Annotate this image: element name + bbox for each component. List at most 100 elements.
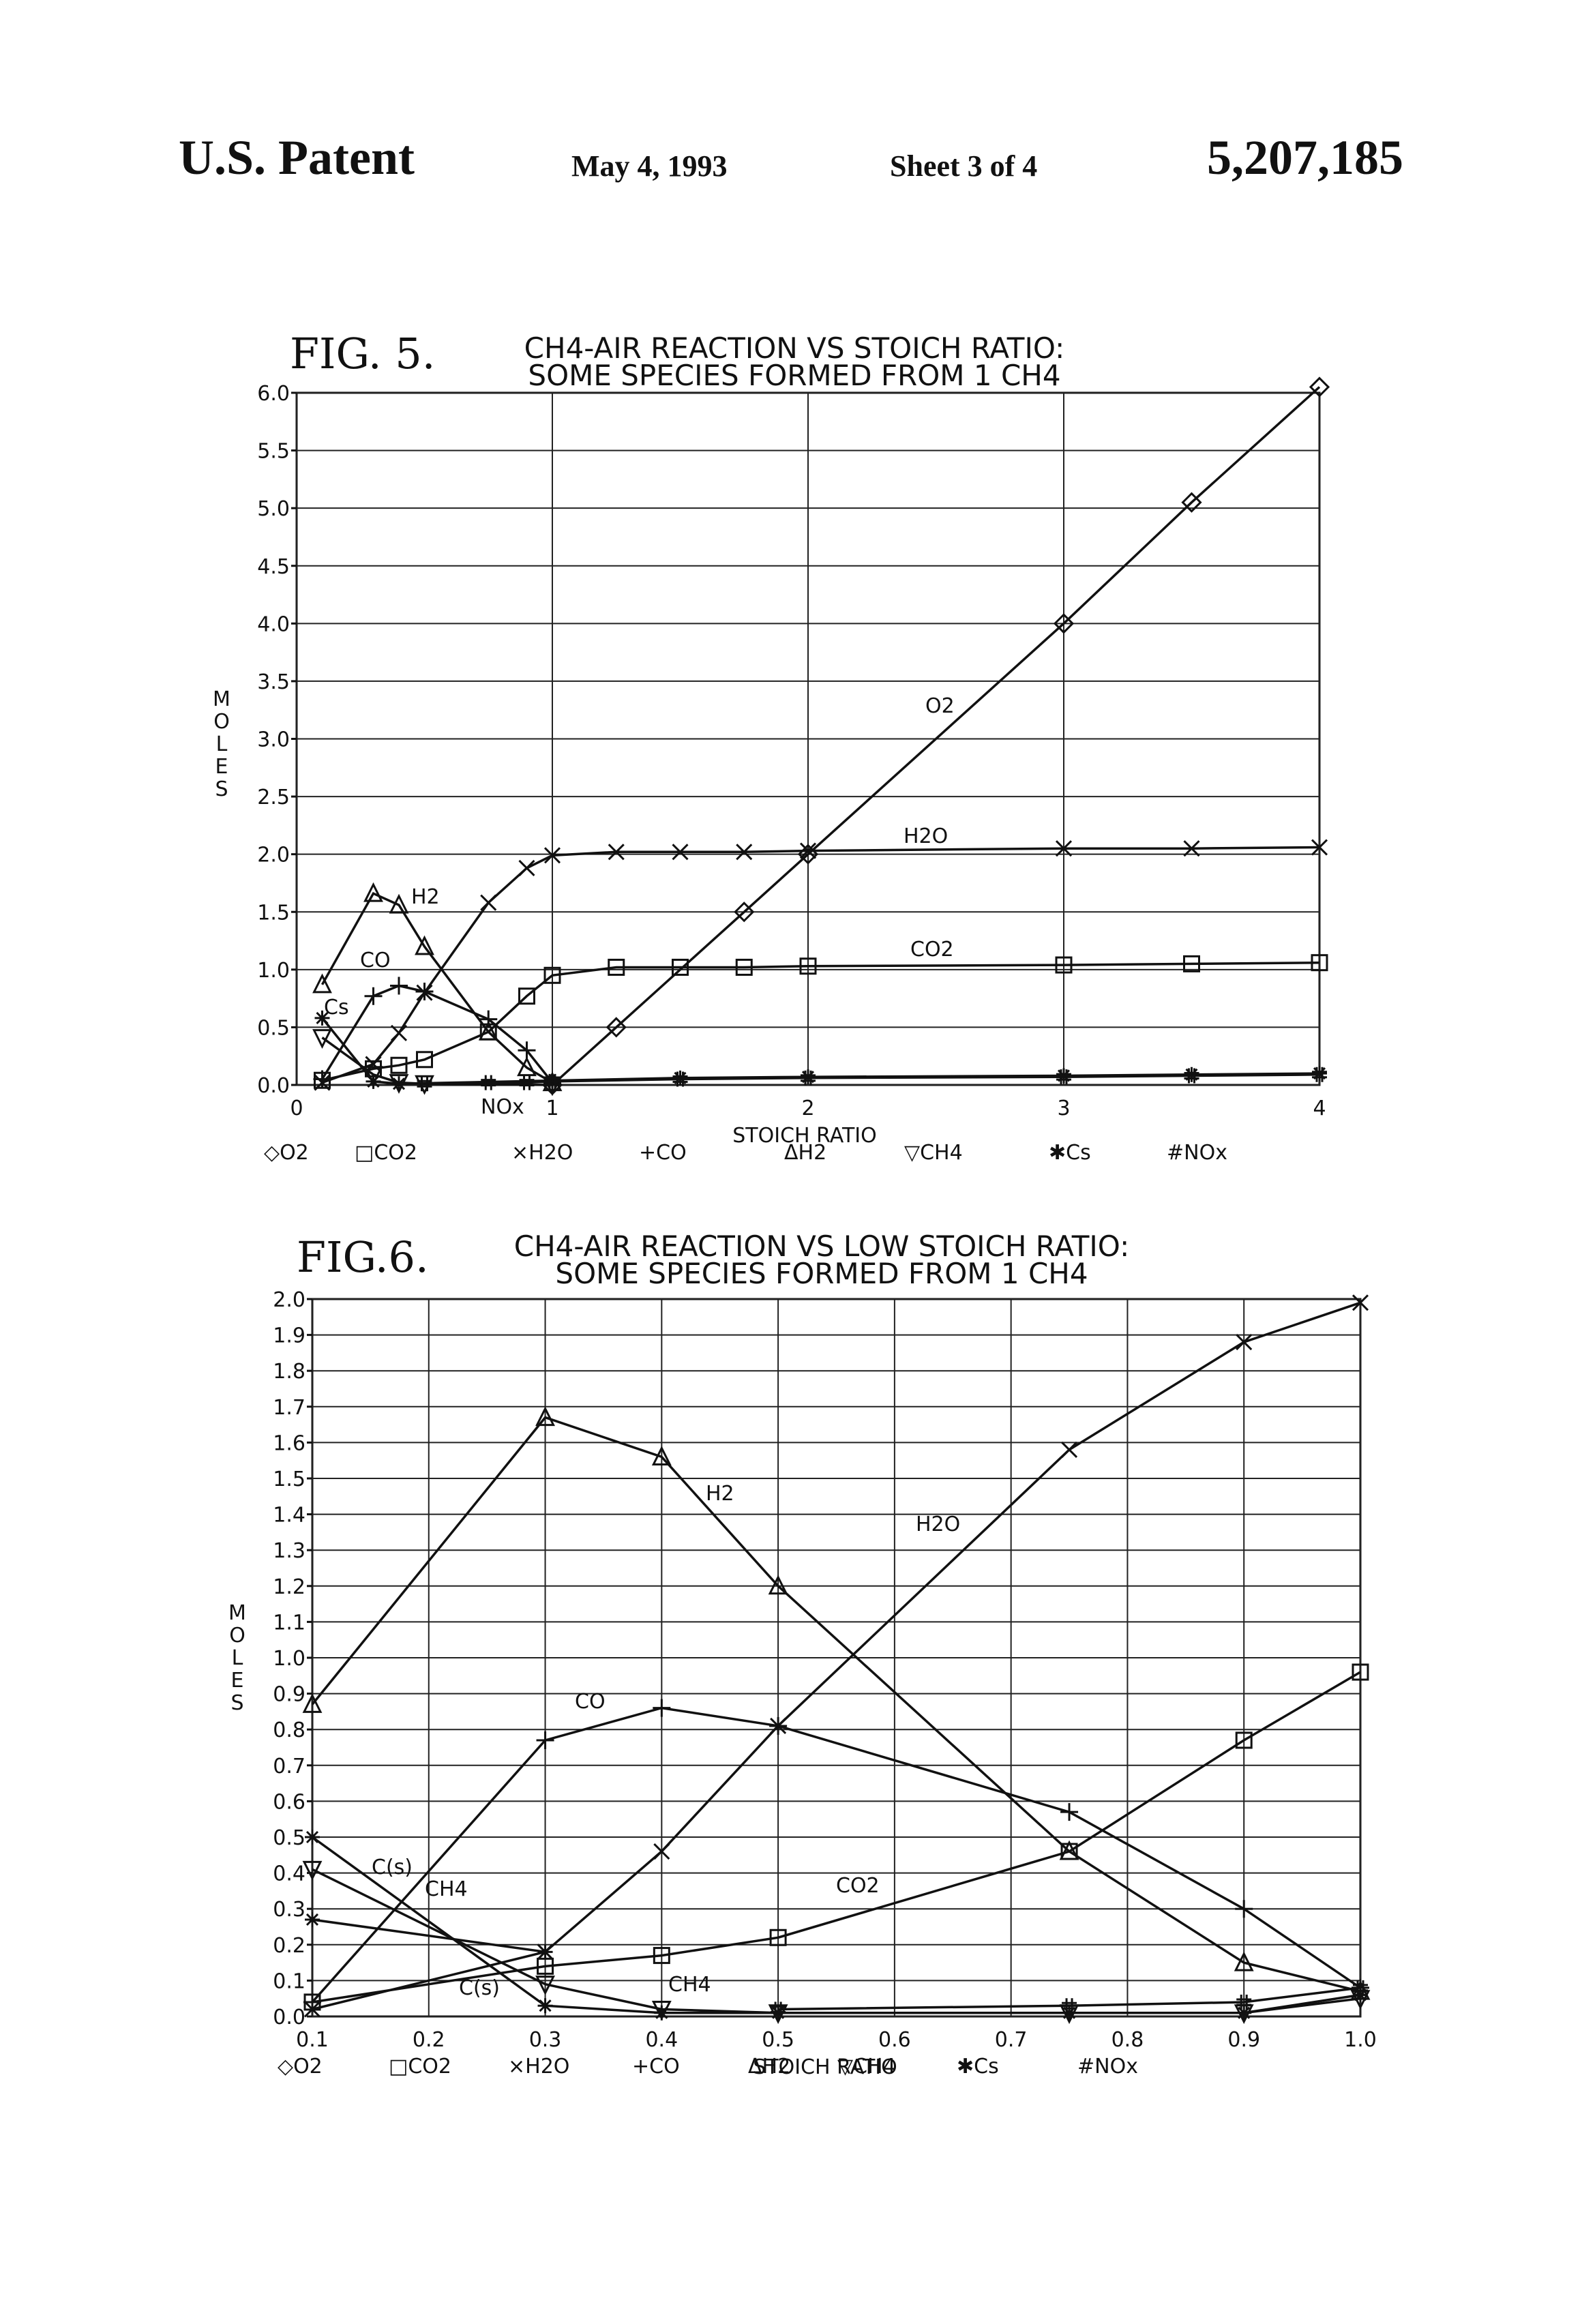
- chart0-y-tick-label: 2.0: [257, 844, 290, 867]
- chart1-y-tick-label: 1.1: [273, 1611, 305, 1635]
- chart0-point-co: [365, 987, 383, 1005]
- chart1-x-tick-label: 0.3: [529, 2028, 562, 2052]
- chart0-annotation-h2o: H2O: [904, 824, 948, 848]
- chart0-series-nox-7: [417, 1067, 1328, 1092]
- chart1-y-tick-label: 1.4: [273, 1504, 305, 1528]
- chart0-y-tick-label: 3.0: [257, 728, 290, 752]
- chart0-annotation-co2: CO2: [910, 938, 954, 962]
- chart1-y-tick-label: 0.7: [273, 1755, 305, 1778]
- chart0-y-tick-label: 5.0: [257, 497, 290, 521]
- chart0-annotation-o2: O2: [925, 694, 955, 718]
- chart0-point-cs: [366, 1074, 381, 1089]
- chart0-x-tick-label: 1: [546, 1097, 558, 1120]
- chart0-legend-item: ✱Cs: [1049, 1141, 1091, 1165]
- chart1-x-tick-label: 1.0: [1344, 2028, 1377, 2052]
- chart0-x-tick-label: 3: [1057, 1097, 1070, 1120]
- chart0-y-tick-label: 6.0: [257, 382, 290, 406]
- chart0-x-tick-label: 0: [290, 1097, 303, 1120]
- chart1-point-co: [1060, 1803, 1078, 1821]
- chart0-line-co: [323, 986, 553, 1083]
- chart0-legend-item: ΔH2: [784, 1141, 826, 1165]
- chart0-y-axis-label: MOLES: [213, 687, 230, 801]
- chart0-y-tick-label: 0.5: [257, 1016, 290, 1040]
- chart1-annotation-co2: CO2: [836, 1874, 880, 1898]
- chart1-line-co: [312, 1708, 1360, 2002]
- chart1-x-tick-label: 0.9: [1227, 2028, 1260, 2052]
- chart1-y-tick-label: 1.9: [273, 1324, 305, 1348]
- chart1-point-c-s: [538, 1998, 553, 2013]
- chart1-x-tick-label: 0.5: [762, 2028, 794, 2052]
- chart0-annotation-h2: H2: [411, 885, 440, 909]
- chart0-legend-item: ▽CH4: [904, 1141, 963, 1165]
- chart1-legend: ◇O2□CO2×H2O+COΔH2▽CH4✱Cs#NOx: [278, 2055, 1138, 2079]
- chart1-legend-item: ΔH2: [748, 2055, 790, 2079]
- chart0-series-co2-2: [315, 955, 1328, 1088]
- chart0-point-cs: [391, 1076, 406, 1091]
- chart1-subtitle: SOME SPECIES FORMED FROM 1 CH4: [555, 1257, 1088, 1290]
- chart0-x-tick-label: 2: [801, 1097, 814, 1120]
- chart1-y-tick-label: 1.2: [273, 1575, 305, 1599]
- chart1-annotation-ch4: CH4: [668, 1973, 711, 1997]
- chart0-y-tick-label: 0.0: [257, 1074, 290, 1098]
- chart0-annotation-nox: NOx: [481, 1095, 524, 1119]
- chart1-y-tick-label: 0.0: [273, 2006, 305, 2029]
- chart0-y-tick-label: 4.0: [257, 612, 290, 636]
- chart1-legend-item: ✱Cs: [957, 2055, 999, 2079]
- chart1-legend-item: +CO: [632, 2055, 680, 2079]
- chart1-point-c-s: [654, 2006, 669, 2021]
- chart0-annotation-cs: Cs: [324, 996, 349, 1019]
- chart0-legend-item: □CO2: [355, 1141, 417, 1165]
- chart1-legend-item: ×H2O: [508, 2055, 569, 2079]
- chart1-y-tick-label: 0.1: [273, 1969, 305, 1993]
- chart1-y-tick-label: 1.6: [273, 1431, 305, 1455]
- chart1-line-nox: [778, 1988, 1360, 2010]
- fig6-chart: 0.00.10.20.30.40.50.60.70.80.91.01.11.21…: [228, 1230, 1377, 2079]
- chart0-point-h2o: [520, 861, 535, 876]
- chart1-y-tick-label: 0.9: [273, 1683, 305, 1707]
- chart1-line-h2: [312, 1418, 1360, 1992]
- chart0-point-co: [390, 977, 408, 995]
- chart1-y-tick-label: 1.5: [273, 1468, 305, 1491]
- chart1-annotation-ch4: CH4: [425, 1877, 468, 1901]
- chart1-y-tick-label: 1.0: [273, 1647, 305, 1671]
- chart0-y-tick-label: 3.5: [257, 670, 290, 694]
- chart1-figure-label: FIG.6.: [297, 1232, 429, 1282]
- chart1-x-tick-label: 0.6: [878, 2028, 911, 2052]
- chart1-point-c-s: [305, 1912, 320, 1927]
- chart1-x-tick-label: 0.7: [995, 2028, 1028, 2052]
- chart1-y-tick-label: 0.5: [273, 1826, 305, 1850]
- chart0-y-tick-label: 5.5: [257, 440, 290, 464]
- chart1-point-co: [653, 1699, 670, 1717]
- chart0-line-o2: [552, 387, 1319, 1086]
- chart1-annotation-h2: H2: [706, 1482, 734, 1506]
- chart1-annotation-c-s: C(s): [459, 1976, 500, 2000]
- fig5-chart: 0.00.51.01.52.02.53.03.54.04.55.05.56.00…: [213, 329, 1328, 1165]
- chart0-y-tick-label: 1.5: [257, 901, 290, 925]
- chart1-y-tick-label: 0.3: [273, 1898, 305, 1922]
- chart0-line-co2: [323, 963, 1320, 1081]
- chart0-point-cs: [1312, 1066, 1327, 1081]
- chart0-legend-item: #NOx: [1167, 1141, 1227, 1165]
- chart1-line-h2o: [312, 1302, 1360, 2009]
- chart0-y-tick-label: 2.5: [257, 786, 290, 809]
- chart1-annotation-h2o: H2O: [916, 1513, 960, 1536]
- chart0-legend-item: ◇O2: [264, 1141, 309, 1165]
- chart1-point-c-s: [538, 1944, 553, 1959]
- chart0-series-o2-0: [543, 378, 1328, 1094]
- chart0-point-h2o: [481, 895, 496, 910]
- chart1-y-tick-label: 0.6: [273, 1790, 305, 1814]
- chart1-point-c-s: [1236, 2006, 1251, 2021]
- chart1-y-axis-label: MOLES: [228, 1601, 246, 1715]
- chart1-legend-item: ◇O2: [278, 2055, 323, 2079]
- chart1-annotation-co: CO: [575, 1690, 606, 1714]
- chart1-x-tick-label: 0.8: [1111, 2028, 1144, 2052]
- chart1-annotation-c-s: C(s): [372, 1856, 413, 1879]
- chart0-annotation-co: CO: [360, 949, 391, 972]
- chart0-figure-label: FIG. 5.: [290, 329, 435, 378]
- chart1-x-tick-label: 0.2: [413, 2028, 445, 2052]
- chart0-y-tick-label: 1.0: [257, 959, 290, 983]
- chart1-y-tick-label: 0.2: [273, 1934, 305, 1958]
- chart1-x-tick-label: 0.1: [296, 2028, 329, 2052]
- chart1-point-c-s: [305, 1830, 320, 1845]
